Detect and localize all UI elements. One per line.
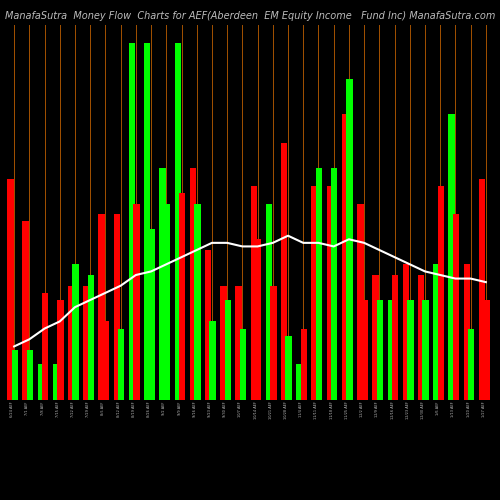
Bar — [255, 240, 262, 400]
Bar — [438, 186, 444, 400]
Bar — [144, 43, 150, 400]
Bar — [27, 350, 33, 400]
Bar — [164, 204, 170, 400]
Bar — [205, 250, 212, 400]
Bar — [174, 43, 181, 400]
Bar — [484, 300, 490, 400]
Bar — [377, 300, 383, 400]
Bar — [129, 43, 136, 400]
Bar — [179, 193, 186, 400]
Text: (Aberdeen  EM Equity Income   Fund Inc) ManafaSutra.com: (Aberdeen EM Equity Income Fund Inc) Man… — [206, 11, 495, 21]
Bar — [72, 264, 79, 400]
Bar — [42, 293, 48, 400]
Bar — [407, 300, 414, 400]
Bar — [372, 275, 378, 400]
Bar — [326, 186, 333, 400]
Bar — [134, 204, 140, 400]
Bar — [448, 114, 455, 400]
Bar — [83, 286, 89, 400]
Bar — [388, 300, 394, 400]
Bar — [38, 364, 44, 400]
Bar — [57, 300, 64, 400]
Bar — [346, 78, 352, 400]
Bar — [422, 300, 429, 400]
Bar — [160, 168, 166, 400]
Bar — [281, 143, 287, 400]
Bar — [236, 286, 242, 400]
Bar — [362, 300, 368, 400]
Bar — [286, 336, 292, 400]
Bar — [479, 178, 486, 400]
Bar — [53, 364, 59, 400]
Bar — [342, 114, 348, 400]
Bar — [266, 204, 272, 400]
Bar — [118, 328, 124, 400]
Bar — [12, 350, 18, 400]
Bar — [316, 168, 322, 400]
Bar — [190, 168, 196, 400]
Bar — [331, 168, 338, 400]
Bar — [392, 275, 398, 400]
Bar — [194, 204, 200, 400]
Bar — [210, 322, 216, 400]
Bar — [224, 300, 231, 400]
Text: ManafaSutra  Money Flow  Charts for AEF: ManafaSutra Money Flow Charts for AEF — [5, 11, 207, 21]
Bar — [300, 328, 307, 400]
Bar — [464, 264, 470, 400]
Bar — [296, 364, 302, 400]
Bar — [98, 214, 105, 400]
Bar — [357, 204, 364, 400]
Bar — [114, 214, 120, 400]
Bar — [312, 186, 318, 400]
Bar — [7, 178, 14, 400]
Bar — [88, 275, 94, 400]
Bar — [433, 264, 440, 400]
Bar — [68, 286, 74, 400]
Bar — [103, 322, 109, 400]
Bar — [250, 186, 257, 400]
Bar — [453, 214, 459, 400]
Bar — [270, 286, 276, 400]
Bar — [240, 328, 246, 400]
Bar — [148, 228, 155, 400]
Bar — [22, 222, 28, 400]
Bar — [418, 275, 424, 400]
Bar — [468, 328, 474, 400]
Bar — [403, 264, 409, 400]
Bar — [220, 286, 226, 400]
